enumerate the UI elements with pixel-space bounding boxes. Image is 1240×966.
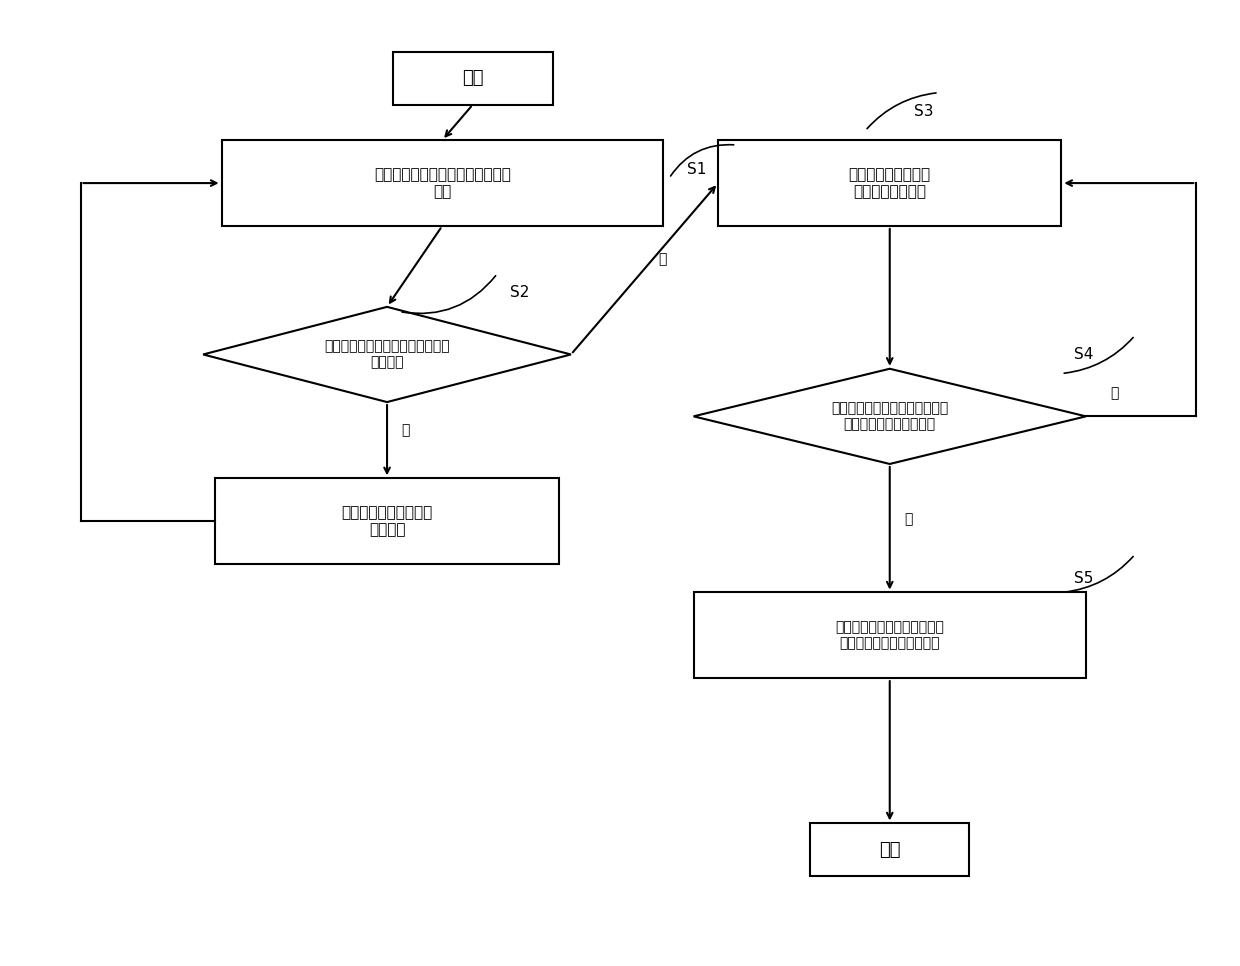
Text: 否: 否 (402, 424, 409, 438)
Text: 给三相电容器的至少之一相进行预
充电: 给三相电容器的至少之一相进行预 充电 (373, 167, 511, 199)
Text: 预充电模块对电容器进
行预充电: 预充电模块对电容器进 行预充电 (341, 505, 433, 537)
Text: S4: S4 (1074, 347, 1092, 362)
FancyBboxPatch shape (718, 140, 1061, 226)
Text: 结束: 结束 (879, 840, 900, 859)
FancyBboxPatch shape (393, 52, 553, 104)
Polygon shape (693, 369, 1086, 464)
FancyBboxPatch shape (216, 478, 559, 564)
Text: 判断三相断路器电网侧测量点
的相位角是否达到预设相位: 判断三相断路器电网侧测量点 的相位角是否达到预设相位 (836, 620, 944, 650)
Text: 判断三相断路器电网侧测量点的
相位角是否达到预设相位: 判断三相断路器电网侧测量点的 相位角是否达到预设相位 (831, 401, 949, 432)
FancyBboxPatch shape (810, 823, 970, 876)
Text: 是: 是 (904, 512, 913, 526)
Text: S3: S3 (914, 104, 934, 120)
FancyBboxPatch shape (693, 592, 1086, 678)
Text: S2: S2 (510, 285, 529, 300)
Text: 否: 否 (1111, 386, 1118, 400)
Text: S1: S1 (687, 161, 707, 177)
FancyBboxPatch shape (222, 140, 663, 226)
Text: 判断进行预充电的电容器是否达到
预设电压: 判断进行预充电的电容器是否达到 预设电压 (324, 339, 450, 370)
Text: 是: 是 (658, 252, 667, 267)
Polygon shape (203, 307, 570, 402)
Text: 测量三相断路器电网
侧测量点的相位角: 测量三相断路器电网 侧测量点的相位角 (848, 167, 931, 199)
Text: 开始: 开始 (463, 70, 484, 87)
Text: S5: S5 (1074, 571, 1092, 586)
